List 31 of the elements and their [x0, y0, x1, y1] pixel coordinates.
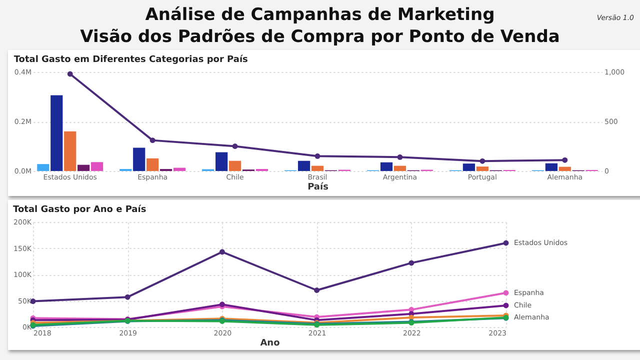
- bar: [133, 148, 146, 171]
- x-axis-title: País: [308, 182, 328, 192]
- point: [397, 154, 403, 160]
- bar: [462, 164, 476, 171]
- bar: [476, 166, 488, 171]
- bar: [311, 166, 324, 171]
- bar: [64, 131, 76, 171]
- bar: [545, 163, 558, 171]
- point: [480, 158, 486, 164]
- chart-title: Total Gasto em Diferentes Categorias por País: [14, 54, 248, 65]
- point: [562, 157, 568, 163]
- bar: [298, 160, 310, 171]
- point: [232, 144, 238, 149]
- bar: [37, 164, 50, 171]
- bar: [228, 160, 242, 171]
- bar: [380, 162, 393, 171]
- point: [67, 71, 73, 77]
- bar: [394, 166, 406, 171]
- text: Visão dos Padrões de Compra por Ponto de Venda: [79, 26, 561, 48]
- text: Análise de Campanhas de Marketing: [145, 5, 495, 25]
- bar: [216, 152, 228, 171]
- chart-title: Total Gasto por Ano e País: [13, 204, 146, 215]
- point: [150, 138, 156, 144]
- bar: [146, 158, 159, 171]
- point: [314, 153, 320, 159]
- bar: [90, 162, 104, 171]
- bar: [78, 164, 90, 171]
- x-axis-title: Ano: [260, 338, 280, 348]
- bar: [173, 168, 186, 171]
- bar: [50, 95, 63, 171]
- bar: [558, 166, 571, 171]
